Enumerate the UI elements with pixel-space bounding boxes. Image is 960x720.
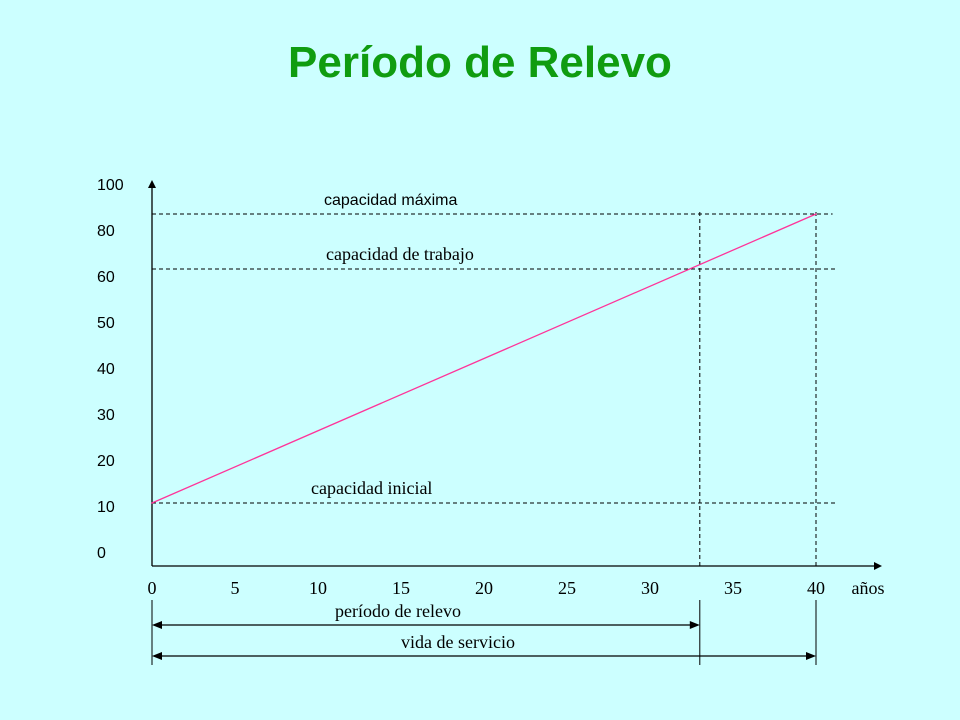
reference-label-2: capacidad inicial <box>311 478 432 498</box>
y-tick-label-0: 0 <box>97 545 106 562</box>
y-tick-label-8: 100 <box>97 177 124 194</box>
y-axis-arrowhead <box>148 180 156 188</box>
x-tick-label-6: 30 <box>641 578 659 598</box>
x-tick-label-0: 0 <box>148 578 157 598</box>
x-tick-label-2: 10 <box>309 578 327 598</box>
x-axis-arrowhead <box>874 562 882 570</box>
y-tick-label-7: 80 <box>97 223 115 240</box>
y-tick-label-6: 60 <box>97 269 115 286</box>
axes <box>148 180 882 570</box>
y-tick-label-5: 50 <box>97 315 115 332</box>
x-tick-label-4: 20 <box>475 578 493 598</box>
annotation-arrowhead-left-0 <box>152 621 162 629</box>
series-line-0 <box>151 213 817 504</box>
y-tick-label-4: 40 <box>97 361 115 378</box>
annotation-label-0: período de relevo <box>335 601 461 621</box>
annotation-arrowhead-right-0 <box>689 621 700 629</box>
annotation-label-1: vida de servicio <box>401 632 515 652</box>
reference-label-1: capacidad de trabajo <box>326 244 474 264</box>
series <box>151 213 817 504</box>
series-point-0-1 <box>815 213 817 215</box>
x-tick-label-7: 35 <box>724 578 742 598</box>
x-tick-label-5: 25 <box>558 578 576 598</box>
tick-labels: 0 10 20 30 40 50 60 80 100 0 5 10 15 20 25 30 35 40 años <box>97 177 885 598</box>
slide-title: Período de Relevo <box>288 38 672 87</box>
reference-lines <box>151 212 838 665</box>
y-tick-label-2: 20 <box>97 453 115 470</box>
y-tick-label-1: 10 <box>97 499 115 516</box>
x-tick-label-1: 5 <box>231 578 240 598</box>
annotations: capacidad máxima capacidad de trabajo capa… <box>152 192 816 660</box>
x-axis-label: años <box>852 578 885 598</box>
reference-label-0: capacidad máxima <box>324 192 458 209</box>
series-point-0-0 <box>151 502 153 504</box>
annotation-arrowhead-right-1 <box>806 652 816 660</box>
y-tick-label-3: 30 <box>97 407 115 424</box>
x-tick-label-8: 40 <box>807 578 825 598</box>
annotation-arrowhead-left-1 <box>152 652 162 660</box>
x-tick-label-3: 15 <box>392 578 410 598</box>
